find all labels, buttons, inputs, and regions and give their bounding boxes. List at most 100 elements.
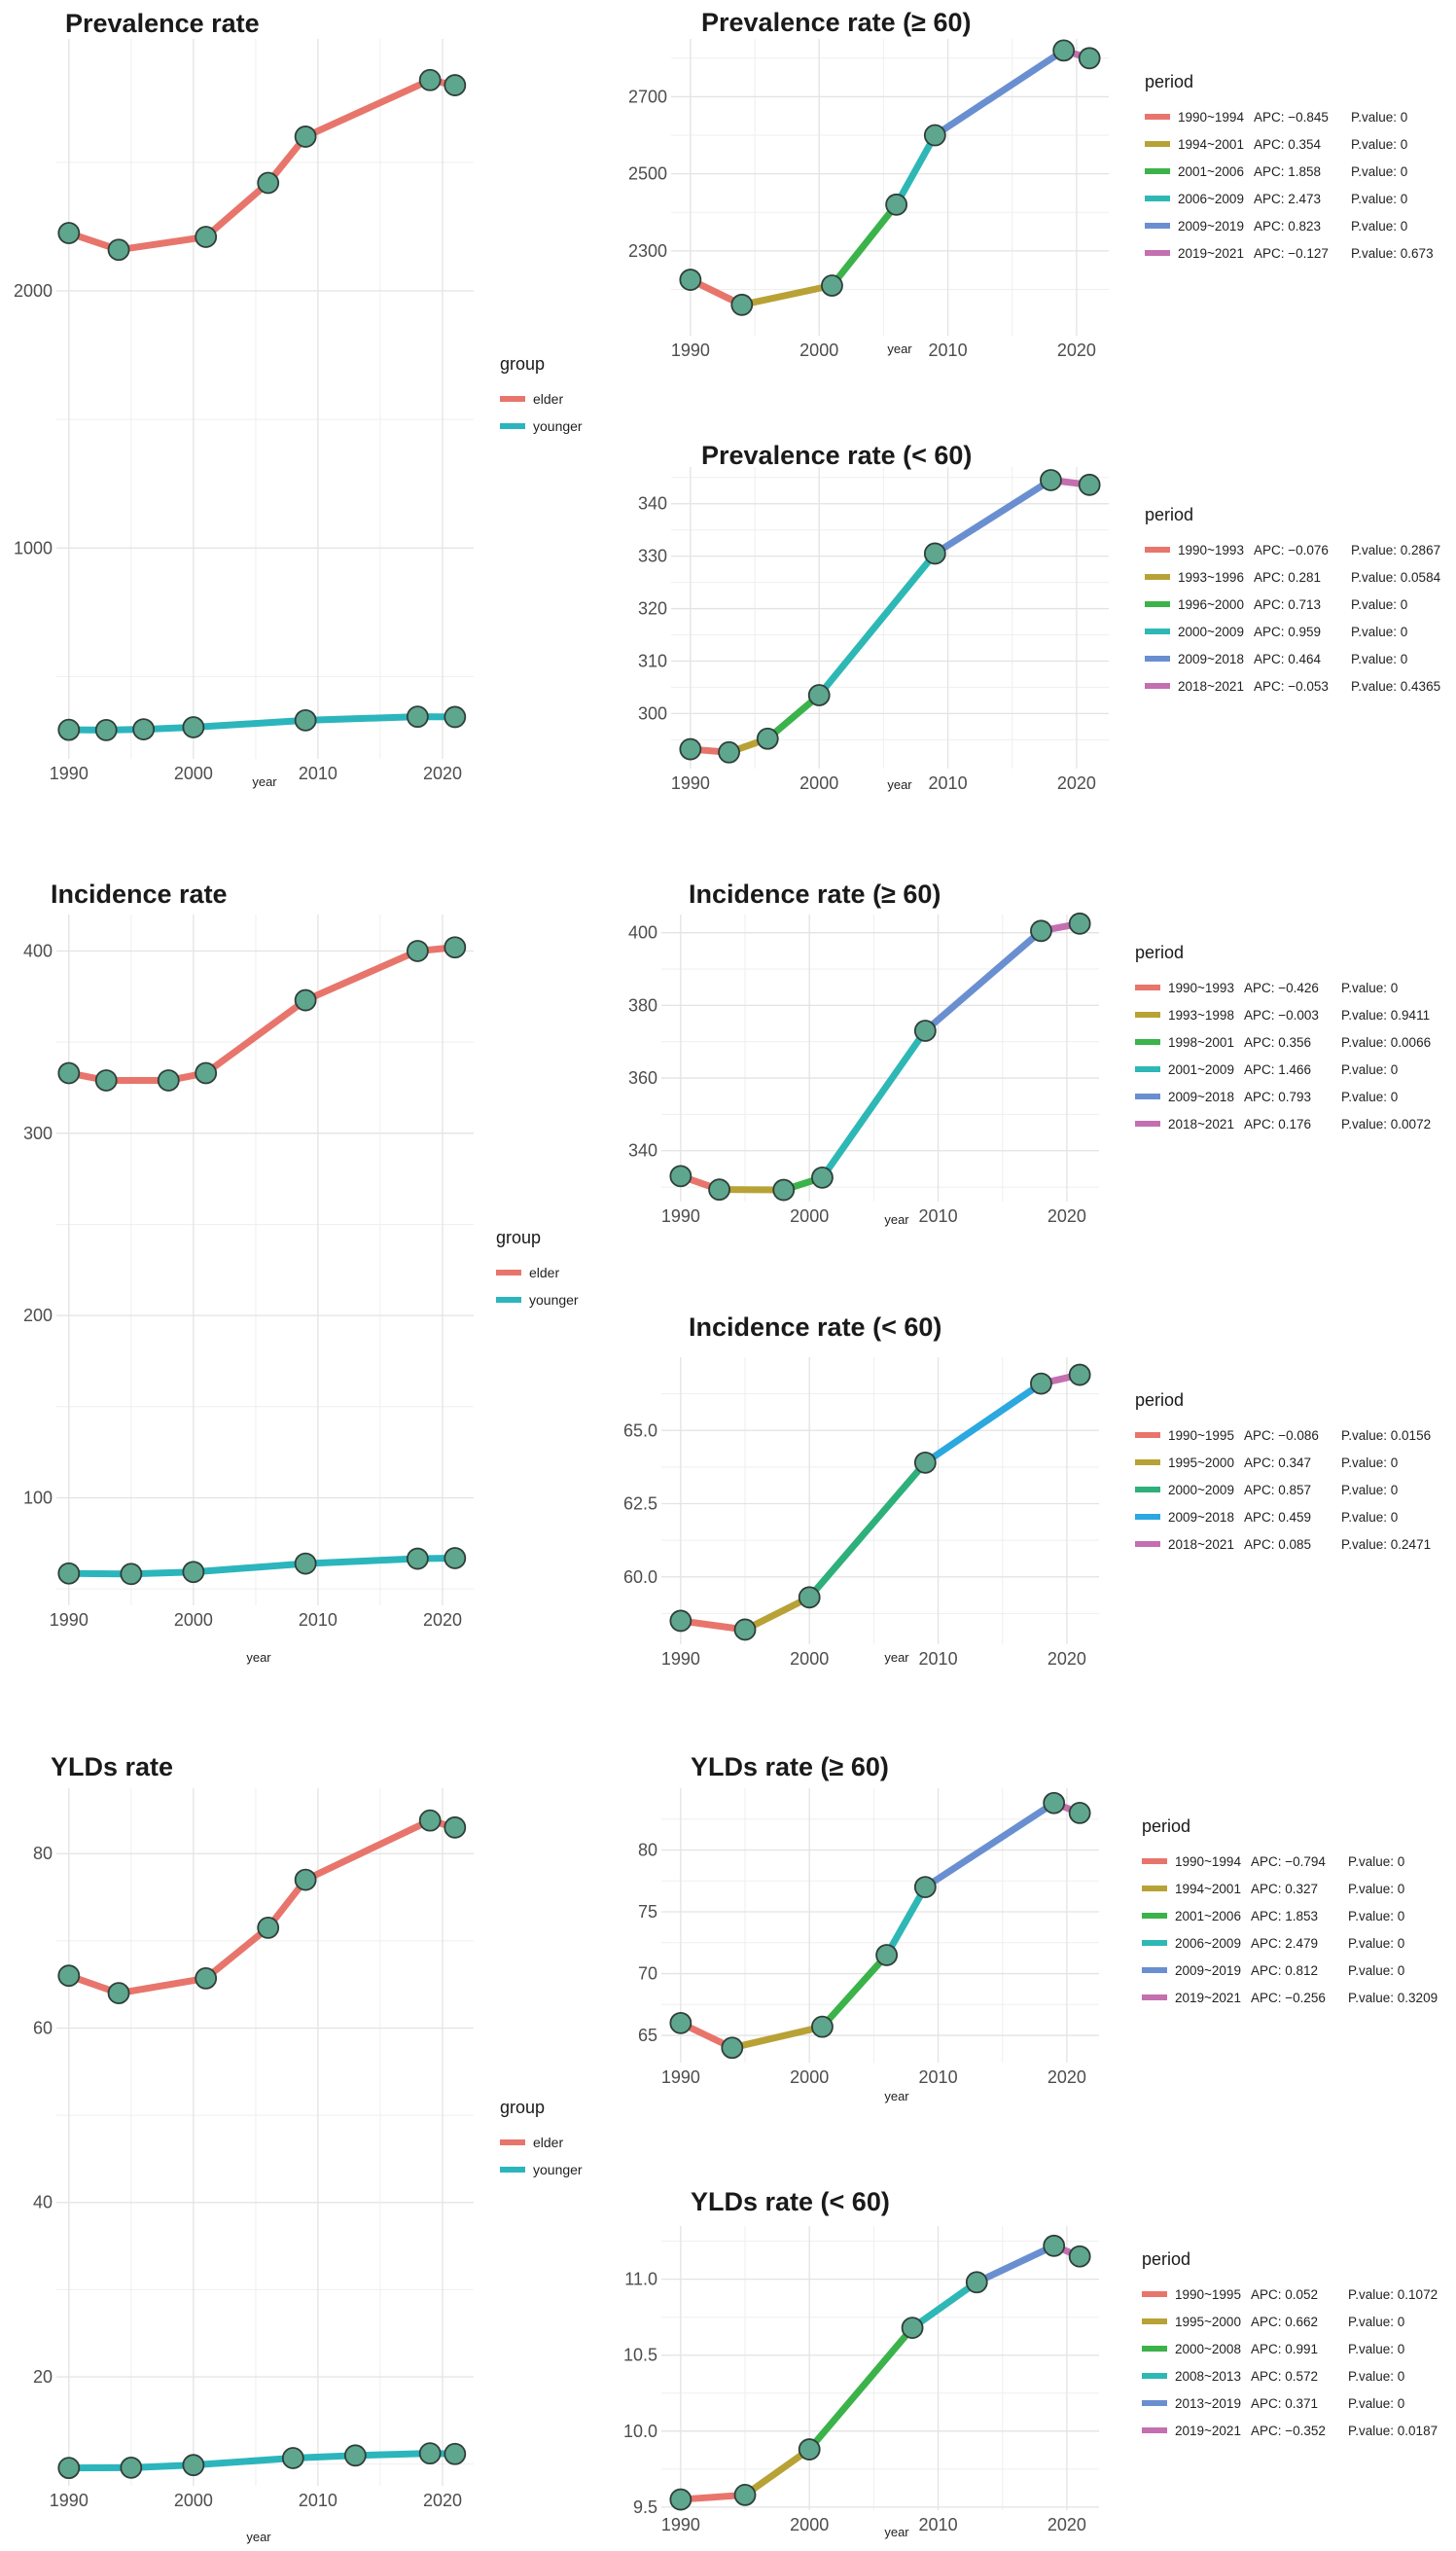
y-tick-label: 2300	[628, 241, 667, 261]
data-point	[294, 1868, 317, 1891]
x-tick-label: 1990	[661, 2067, 700, 2087]
legend-title: period	[1135, 1390, 1184, 1410]
y-tick-label: 11.0	[624, 2270, 657, 2289]
chart-ylds_young: 1990 2000 2010 2020 9.5 10.0 10.5 11.0 YLDs rate…	[623, 2187, 1438, 2539]
data-point	[120, 2456, 143, 2479]
data-point	[1043, 2234, 1066, 2257]
legend-apc: APC: −0.794	[1251, 1854, 1326, 1869]
legend: period 1990~1994 APC: −0.794 P.value: 0 1994…	[1142, 1816, 1438, 2005]
x-tick-label: 2010	[929, 773, 968, 793]
legend-apc: APC: −0.256	[1251, 1991, 1326, 2005]
data-point	[733, 2483, 757, 2506]
x-tick-label: 2000	[799, 341, 838, 360]
legend-title: period	[1145, 72, 1193, 91]
x-tick-label: 2010	[299, 1610, 337, 1630]
x-tick-label: 2010	[919, 1206, 958, 1226]
legend-period: 1993~1998	[1168, 1008, 1234, 1023]
segment-line	[738, 282, 835, 308]
data-point	[57, 222, 81, 244]
data-point	[669, 1165, 692, 1188]
data-point	[1068, 1802, 1091, 1824]
x-tick-label: 2020	[1048, 2515, 1086, 2534]
legend-apc: APC: 0.354	[1254, 137, 1322, 152]
series-line-elder	[65, 1816, 459, 1997]
data-point	[195, 1061, 218, 1085]
x-tick-label: 2000	[790, 1649, 829, 1669]
x-tick-label: 2010	[299, 2491, 337, 2510]
legend-apc: APC: 0.085	[1244, 1537, 1311, 1552]
x-axis-label: year	[887, 777, 912, 792]
data-point	[1030, 1372, 1052, 1395]
legend-apc: APC: 0.281	[1254, 570, 1321, 585]
data-point	[1068, 1363, 1091, 1386]
legend-period: 1995~2000	[1168, 1455, 1234, 1470]
x-tick-label: 2020	[423, 764, 462, 783]
legend-apc: APC: 0.793	[1244, 1090, 1311, 1104]
chart-prev_young: 1990 2000 2010 2020 300 310 320 330 340 Prevalenc…	[638, 441, 1441, 793]
data-point	[294, 708, 317, 732]
legend-period: 2009~2019	[1178, 219, 1244, 234]
y-tick-label: 340	[628, 1141, 657, 1161]
x-tick-label: 2010	[919, 1649, 958, 1669]
x-tick-label: 2010	[919, 2515, 958, 2534]
y-tick-label: 60	[33, 2018, 53, 2037]
legend-period: 2009~2018	[1178, 652, 1244, 666]
y-tick-label: 65.0	[623, 1420, 657, 1440]
data-point	[798, 2438, 821, 2461]
data-point	[730, 293, 754, 316]
data-point	[94, 1069, 118, 1092]
segment-line	[741, 1594, 813, 1634]
legend-pvalue: P.value: 0.1072	[1348, 2287, 1438, 2302]
data-point	[1030, 919, 1052, 943]
data-point	[57, 1964, 81, 1988]
data-point	[94, 719, 118, 741]
legend-apc: APC: 0.857	[1244, 1483, 1311, 1497]
x-tick-label: 2010	[929, 341, 968, 360]
x-tick-label: 2000	[790, 1206, 829, 1226]
chart-prev_old: 1990 2000 2010 2020 2300 2500 2700 Prevalence r…	[628, 8, 1434, 360]
chart-title: YLDs rate (< 60)	[691, 2187, 890, 2216]
x-axis-label: year	[246, 1650, 271, 1665]
data-point	[875, 1944, 899, 1966]
x-axis-label: year	[252, 774, 277, 789]
legend-pvalue: P.value: 0.0072	[1341, 1117, 1431, 1132]
legend-period: 2000~2009	[1168, 1483, 1234, 1497]
legend-apc: APC: 0.823	[1254, 219, 1321, 234]
data-point	[281, 2447, 304, 2469]
x-tick-label: 2020	[1057, 773, 1096, 793]
legend-apc: APC: 0.052	[1251, 2287, 1318, 2302]
legend-apc: APC: 2.479	[1251, 1936, 1318, 1951]
segment-line	[818, 1951, 891, 2030]
data-point	[294, 988, 317, 1012]
legend-pvalue: P.value: 0	[1351, 625, 1407, 639]
legend-pvalue: P.value: 0.0156	[1341, 1428, 1431, 1443]
legend-pvalue: P.value: 0	[1341, 1455, 1398, 1470]
data-point	[195, 1966, 218, 1990]
legend-apc: APC: −0.076	[1254, 543, 1329, 557]
legend-period: 2018~2021	[1178, 679, 1244, 694]
x-tick-label: 1990	[661, 1649, 700, 1669]
chart-ylds_old: 1990 2000 2010 2020 65 70 75 80 YLDs rate (≥ 60)…	[638, 1752, 1438, 2103]
y-tick-label: 310	[638, 651, 667, 670]
data-point	[772, 1178, 796, 1202]
x-tick-label: 1990	[671, 341, 710, 360]
legend-apc: APC: 0.572	[1251, 2369, 1318, 2384]
y-tick-label: 300	[638, 703, 667, 723]
chart-title: Prevalence rate	[65, 9, 260, 38]
x-tick-label: 2020	[1048, 1649, 1086, 1669]
legend-pvalue: P.value: 0	[1341, 1510, 1398, 1525]
chart-title: Incidence rate	[51, 880, 228, 909]
legend-period: 1994~2001	[1175, 1882, 1241, 1896]
x-tick-label: 2010	[299, 764, 337, 783]
data-point	[669, 2011, 692, 2034]
y-tick-label: 20	[33, 2367, 53, 2387]
legend-pvalue: P.value: 0	[1341, 1062, 1398, 1077]
legend-pvalue: P.value: 0.4365	[1351, 679, 1440, 694]
data-point	[679, 737, 702, 761]
legend-pvalue: P.value: 0	[1341, 1483, 1398, 1497]
legend-apc: APC: 0.327	[1251, 1882, 1318, 1896]
segment-line	[728, 2023, 826, 2052]
data-point	[418, 1809, 442, 1832]
legend-apc: APC: 0.464	[1254, 652, 1322, 666]
data-point	[294, 1552, 317, 1575]
